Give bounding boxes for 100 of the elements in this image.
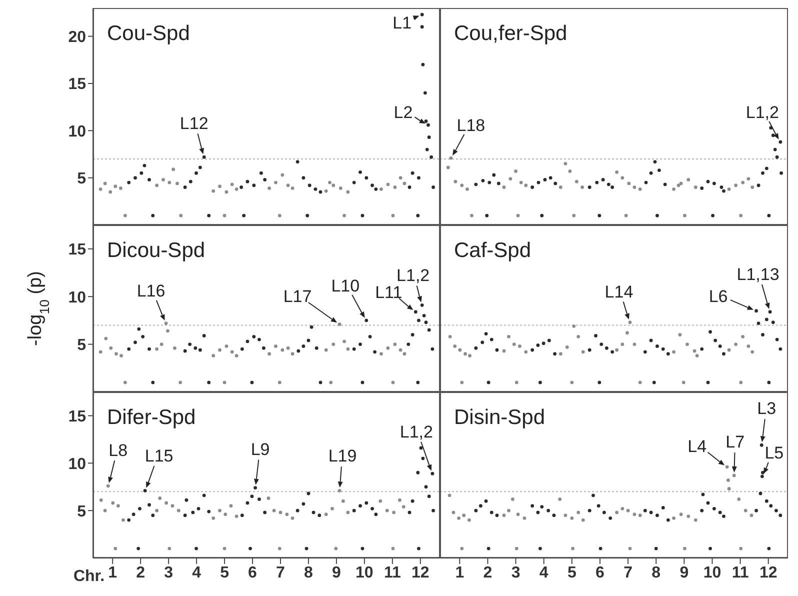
point — [406, 342, 410, 346]
point — [571, 546, 574, 550]
point — [426, 123, 430, 127]
point — [708, 546, 712, 550]
point — [538, 380, 542, 384]
point — [540, 505, 544, 508]
point — [754, 508, 758, 512]
point — [342, 214, 346, 218]
point — [718, 344, 722, 348]
point — [374, 187, 378, 191]
point — [164, 501, 168, 505]
point — [554, 182, 558, 186]
point — [424, 120, 428, 123]
point — [306, 492, 310, 496]
text: Disin-Spd — [454, 406, 546, 429]
point — [605, 346, 608, 350]
y-tick-label: 15 — [68, 242, 86, 259]
point — [592, 494, 595, 498]
point — [222, 380, 226, 384]
point — [448, 334, 452, 338]
point — [286, 346, 290, 350]
point — [474, 182, 478, 186]
point — [490, 510, 494, 514]
point — [764, 166, 768, 170]
point — [502, 186, 506, 189]
point — [259, 171, 263, 175]
x-tick-label: 1 — [455, 564, 464, 582]
point — [676, 184, 680, 188]
point — [278, 214, 282, 218]
point — [114, 546, 118, 550]
point — [486, 546, 490, 550]
point — [172, 168, 176, 172]
point — [222, 214, 226, 218]
point — [615, 348, 619, 352]
point — [240, 186, 244, 189]
point — [694, 186, 698, 189]
point — [778, 514, 782, 518]
point — [683, 546, 686, 550]
x-tick-label: 1 — [108, 564, 118, 582]
point — [769, 504, 773, 508]
point — [391, 546, 395, 550]
point — [155, 347, 159, 351]
point — [490, 338, 494, 342]
point — [424, 485, 428, 489]
point — [137, 327, 141, 331]
point — [601, 178, 605, 182]
annotation: L15 — [144, 446, 174, 466]
point — [508, 177, 512, 180]
point — [332, 342, 336, 346]
point — [188, 180, 192, 184]
point — [758, 492, 762, 496]
point — [654, 546, 658, 550]
x-tick-label: 3 — [511, 564, 520, 582]
point — [536, 344, 540, 347]
annotation: L1,13 — [736, 264, 780, 284]
point — [274, 344, 278, 348]
point — [332, 184, 336, 188]
point — [628, 320, 632, 324]
x-tick-label: 8 — [304, 564, 314, 582]
point — [246, 501, 250, 505]
point — [448, 494, 452, 498]
point — [581, 350, 585, 354]
point — [364, 318, 368, 322]
point — [410, 333, 414, 336]
point — [188, 342, 192, 346]
point — [266, 496, 270, 500]
point — [352, 180, 356, 184]
point — [122, 518, 125, 522]
point — [478, 504, 482, 508]
point — [116, 504, 120, 508]
point — [700, 508, 704, 512]
point — [302, 344, 306, 348]
point — [627, 182, 631, 186]
point — [338, 488, 342, 492]
point — [775, 338, 779, 342]
point — [474, 508, 478, 512]
point — [602, 510, 606, 514]
point — [644, 180, 648, 184]
point — [324, 189, 328, 193]
point — [296, 160, 300, 164]
point — [341, 499, 345, 503]
point — [722, 189, 726, 193]
point — [466, 187, 469, 191]
point — [380, 187, 383, 191]
point — [421, 62, 425, 66]
point — [364, 501, 368, 505]
point — [652, 380, 656, 384]
point — [542, 342, 546, 346]
point — [666, 352, 670, 356]
point — [495, 514, 499, 518]
point — [726, 478, 730, 482]
point — [695, 354, 699, 358]
point — [548, 176, 552, 180]
point — [224, 344, 228, 348]
point — [314, 187, 318, 191]
point — [610, 350, 614, 354]
point — [352, 347, 356, 351]
point — [543, 178, 547, 182]
point — [234, 514, 238, 518]
point — [694, 518, 698, 522]
